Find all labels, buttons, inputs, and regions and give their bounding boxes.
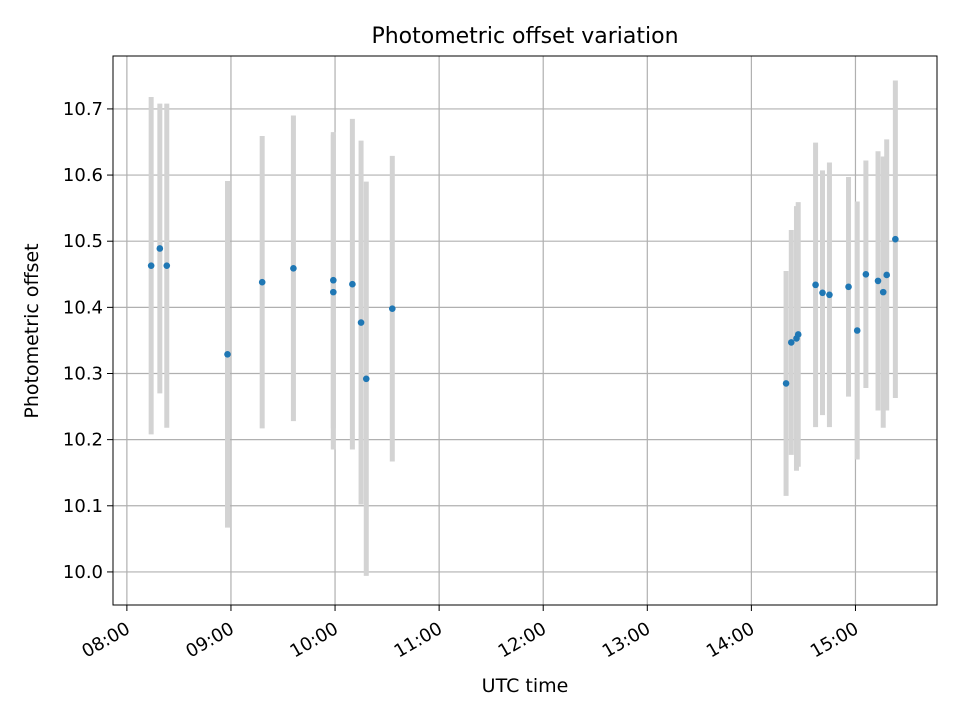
data-point [883,271,890,279]
data-point [782,380,790,387]
x-axis-label: UTC time [482,675,569,697]
data-point [845,283,852,291]
data-point [330,288,337,296]
y-tick-label: 10.3 [63,363,103,384]
chart-title: Photometric offset variation [371,24,678,49]
data-point [787,339,795,346]
data-point [812,281,819,289]
y-tick-label: 10.5 [63,231,103,252]
data-point [147,262,155,269]
y-axis-label: Photometric offset [21,243,43,418]
data-point [163,262,171,269]
data-point [357,319,365,326]
data-point [258,278,266,286]
y-tick-label: 10.7 [63,99,103,120]
data-point [819,289,826,297]
y-tick-label: 10.2 [63,430,103,451]
y-tick-label: 10.1 [63,496,103,517]
data-point [794,331,802,338]
data-point [853,327,861,334]
data-point [874,277,882,285]
data-points [147,235,899,387]
plot-frame [112,55,938,606]
data-point [879,288,887,296]
y-axis-ticks: 10.0 10.1 10.2 10.3 10.4 10.5 10.6 10.7 [63,99,113,583]
data-point [826,291,833,299]
y-tick-label: 10.6 [63,165,103,186]
data-point [330,276,337,284]
data-point [156,245,164,252]
data-point [290,265,297,272]
data-point [362,375,370,383]
data-point [349,280,356,288]
data-point [224,351,231,358]
y-tick-label: 10.0 [63,562,103,583]
data-point [892,235,899,243]
data-point [862,270,870,278]
y-tick-label: 10.4 [63,297,103,318]
data-point [388,305,396,312]
